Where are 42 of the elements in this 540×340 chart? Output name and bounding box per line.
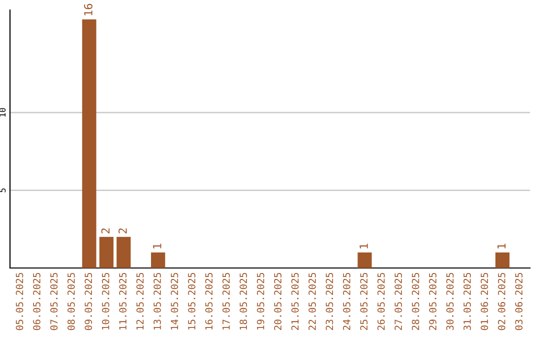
- x-tick-label: 23.05.2025: [326, 272, 334, 330]
- x-tick-label: 16.05.2025: [205, 272, 213, 330]
- x-tick-label: 19.05.2025: [256, 272, 264, 330]
- data-label: 1: [497, 244, 506, 248]
- x-tick-label: 09.05.2025: [84, 272, 92, 330]
- x-tick-label: 06.05.2025: [33, 272, 40, 330]
- x-tick-label: 31.05.2025: [464, 272, 471, 330]
- x-tick-label: 02.06.2025: [498, 272, 506, 330]
- data-label: 1: [360, 244, 368, 248]
- data-label: 16: [84, 4, 92, 16]
- bar: [116, 236, 131, 268]
- data-label: 2: [101, 228, 110, 234]
- data-label: 1: [153, 244, 162, 248]
- x-tick-label: 29.05.2025: [429, 272, 436, 330]
- x-tick-label: 20.05.2025: [274, 272, 282, 330]
- x-tick-label: 21.05.2025: [291, 272, 299, 330]
- x-tick-label: 11.05.2025: [119, 272, 126, 330]
- x-tick-label: 18.05.2025: [240, 272, 248, 330]
- x-tick-label: 14.05.2025: [170, 272, 178, 330]
- x-tick-label: 22.05.2025: [308, 272, 316, 330]
- bar: [82, 19, 96, 268]
- bar: [151, 252, 166, 268]
- x-tick-label: 03.06.2025: [515, 272, 523, 330]
- x-tick-label: 30.05.2025: [446, 272, 454, 330]
- x-tick-label: 26.05.2025: [377, 272, 385, 330]
- x-tick-label: 05.05.2025: [16, 272, 24, 330]
- data-label: 2: [118, 228, 127, 234]
- x-tick-label: 27.05.2025: [394, 272, 402, 330]
- x-tick-label: 08.05.2025: [67, 272, 75, 330]
- bar: [99, 236, 114, 268]
- x-tick-label: 17.05.2025: [222, 272, 230, 330]
- x-tick-label: 24.05.2025: [342, 272, 350, 330]
- x-tick-label: 28.05.2025: [412, 272, 420, 330]
- x-tick-label: 13.05.2025: [154, 272, 161, 330]
- x-tick-label: 15.05.2025: [188, 272, 196, 330]
- x-tick-label: 12.05.2025: [136, 272, 144, 330]
- x-tick-label: 25.05.2025: [360, 272, 368, 330]
- bar: [495, 252, 510, 268]
- x-tick-label: 01.06.2025: [480, 272, 488, 330]
- x-tick-label: 07.05.2025: [50, 272, 58, 330]
- bar: [358, 252, 372, 268]
- x-tick-label: 10.05.2025: [102, 272, 110, 330]
